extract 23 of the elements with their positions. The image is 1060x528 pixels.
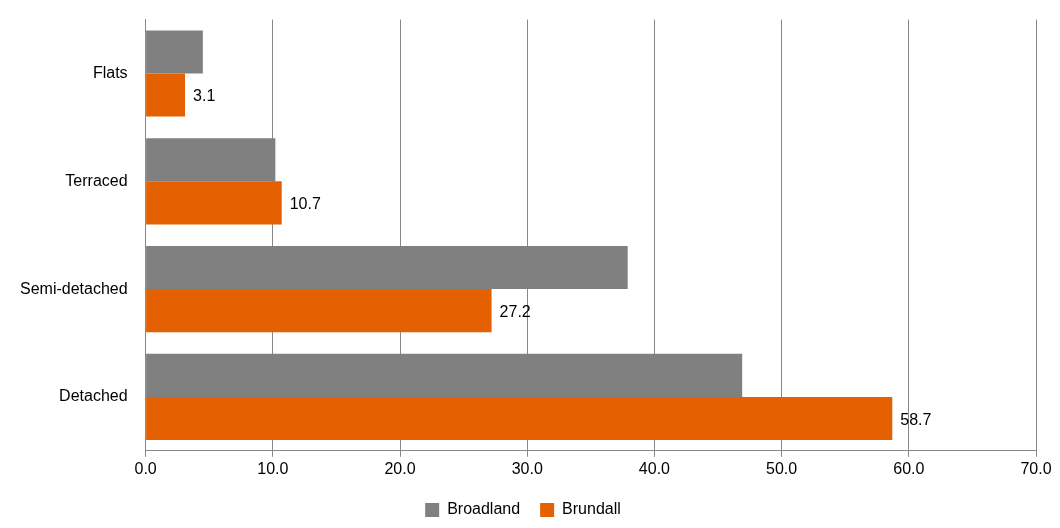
bar <box>146 181 282 225</box>
data-label: 27.2 <box>499 303 531 321</box>
bar <box>146 30 203 74</box>
x-tick-label: 70.0 <box>1020 459 1052 477</box>
bar <box>146 396 893 441</box>
x-tick-label: 0.0 <box>134 459 157 477</box>
bar <box>146 73 186 117</box>
x-tick-label: 20.0 <box>384 459 416 477</box>
y-tick-label: Detached <box>59 387 128 405</box>
x-tick-label: 10.0 <box>257 459 289 477</box>
x-tick-label: 60.0 <box>893 459 925 477</box>
data-label: 3.1 <box>193 87 216 105</box>
legend-label: Brundall <box>562 500 621 518</box>
y-tick-label: Terraced <box>65 171 128 189</box>
data-label: 58.7 <box>900 410 932 428</box>
x-tick-label: 40.0 <box>638 459 671 477</box>
y-tick-label: Flats <box>92 63 128 81</box>
legend-label: Broadland <box>447 500 521 518</box>
x-tick-label: 50.0 <box>766 459 798 477</box>
data-label: 10.7 <box>289 195 321 213</box>
x-tick-label: 30.0 <box>511 459 543 477</box>
bar <box>146 289 492 333</box>
y-tick-label: Semi-detached <box>19 279 128 297</box>
